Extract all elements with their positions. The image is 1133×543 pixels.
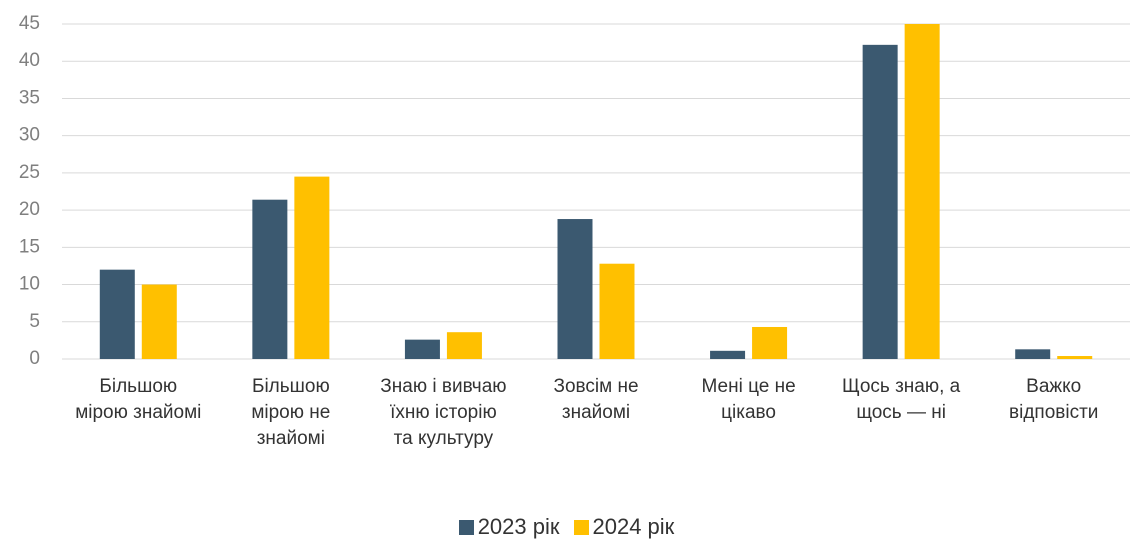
legend-label: 2023 рік [477,514,560,539]
bar [446,332,482,359]
bar [404,339,440,359]
bar [294,176,330,359]
bar [252,199,288,359]
legend-label: 2024 рік [592,514,675,539]
x-tick-label: Більшою мірою не знайомі [251,376,331,449]
x-tick-label: Щось знаю, а щось — ні [842,376,961,423]
bar [141,284,177,359]
y-tick-label: 45 [19,13,40,34]
x-tick-label: Зовсім не знайомі [553,376,639,423]
bar [710,350,746,359]
y-tick-label: 5 [29,311,40,332]
x-tick-label: Більшою мірою знайомі [75,376,202,423]
x-tick-label: Знаю і вивчаю їхню історію та культуру [380,376,507,449]
y-tick-label: 20 [19,199,40,220]
bar [904,24,940,359]
y-tick-label: 0 [29,348,40,369]
bar [99,269,135,359]
bar [752,326,788,359]
y-tick-label: 25 [19,162,40,183]
legend-item: 2023 рік [458,514,560,540]
bar [599,263,635,359]
legend: 2023 рік 2024 рік [0,514,1133,540]
bar [557,219,593,359]
legend-swatch [458,519,474,535]
y-tick-label: 30 [19,125,40,146]
y-tick-label: 15 [19,236,40,257]
bar [1015,349,1051,359]
bar [862,44,898,359]
legend-swatch [573,519,589,535]
legend-item: 2024 рік [573,514,675,540]
x-tick-label: Мені це не цікаво [701,376,796,423]
x-tick-label: Важко відповісти [1009,376,1099,423]
bar [1057,356,1093,359]
y-tick-label: 10 [19,274,40,295]
y-tick-label: 40 [19,50,40,71]
y-tick-label: 35 [19,87,40,108]
